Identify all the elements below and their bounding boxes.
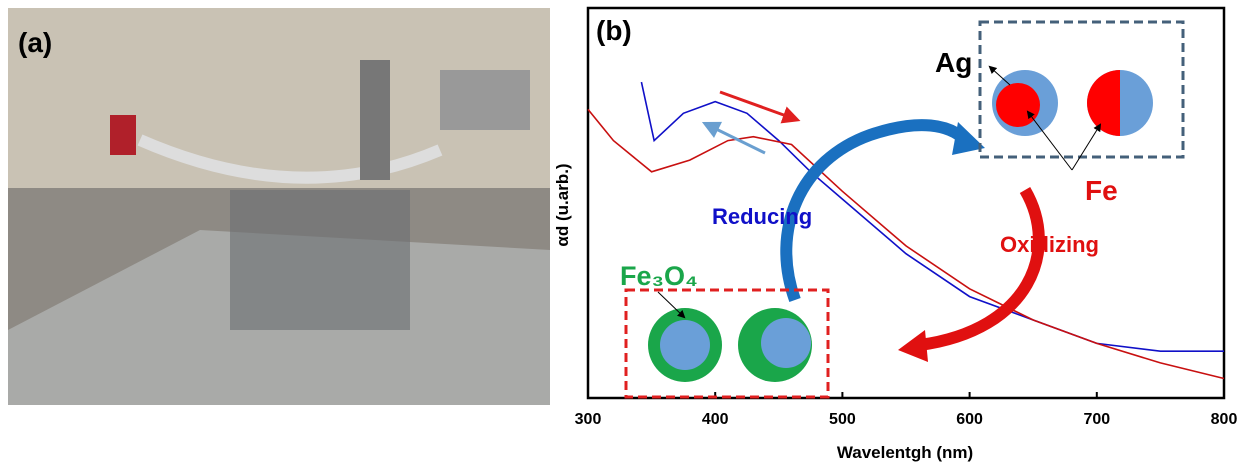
y-axis-label: αd (u.arb.)	[553, 163, 572, 246]
panel-label: (b)	[596, 15, 632, 46]
annotation: Fe₃O₄	[620, 261, 698, 291]
x-axis-label: Wavelentgh (nm)	[837, 443, 973, 462]
x-tick-label: 600	[956, 411, 983, 428]
x-tick-label: 300	[575, 411, 602, 428]
photo	[8, 8, 550, 405]
x-tick-label: 700	[1083, 411, 1110, 428]
panel-label: (a)	[18, 27, 52, 58]
x-tick-label: 800	[1211, 411, 1238, 428]
annotation: Oxidizing	[1000, 232, 1099, 257]
annotation: Fe	[1085, 175, 1118, 206]
x-tick-label: 500	[829, 411, 856, 428]
figure: (a) (b) Wavelentgh (nm) αd (u.arb.) 300 4…	[0, 0, 1242, 468]
annotation: Ag	[935, 47, 972, 78]
x-tick-label: 400	[702, 411, 729, 428]
annotation: Reducing	[712, 204, 812, 229]
